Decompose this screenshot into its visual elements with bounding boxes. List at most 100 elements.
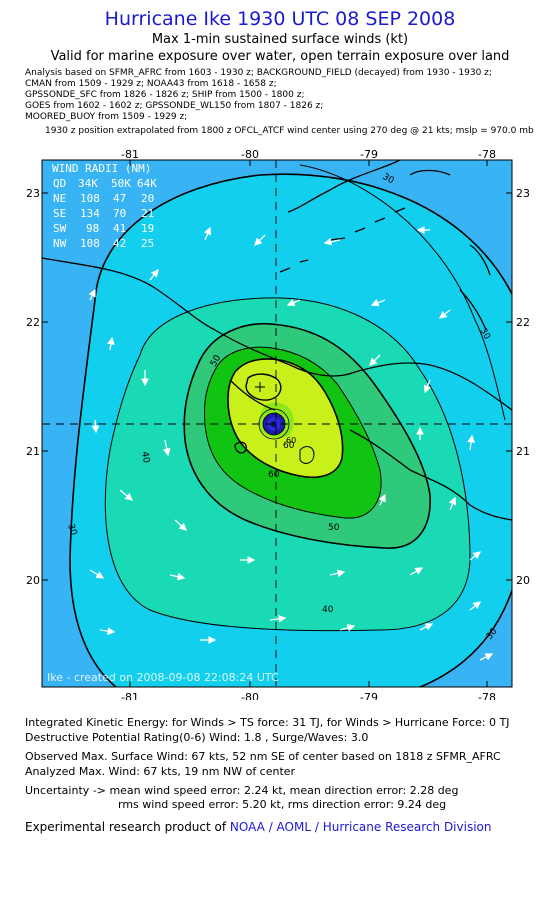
- contour-30-left: [69, 299, 118, 687]
- lat-tick-right-4: 20: [516, 574, 530, 587]
- wind-vector: [174, 519, 187, 531]
- lon-tick-bottom-1: -81: [121, 691, 139, 700]
- wind-radii-50k: 70: [113, 207, 126, 220]
- wind-vector: [91, 419, 100, 434]
- plot-title: Hurricane Ike 1930 UTC 08 SEP 2008: [104, 8, 456, 30]
- wind-radii-64k: 21: [141, 207, 154, 220]
- wind-radii-quadrant: NW: [53, 237, 67, 250]
- lat-tick-left-3: 21: [26, 445, 40, 458]
- wind-radii-table: WIND RADII (NM) QD 34K 50K 64K NE 108 47…: [52, 162, 157, 250]
- observed-max-line: Observed Max. Surface Wind: 67 kts, 52 n…: [25, 750, 501, 763]
- wind-radii-quadrant: SE: [53, 207, 66, 220]
- wind-vector: [329, 569, 346, 578]
- wind-vector: [370, 299, 386, 307]
- wind-vector: [149, 268, 159, 281]
- wind-vector: [378, 493, 386, 506]
- exposure-note: Valid for marine exposure over water, op…: [50, 49, 510, 64]
- grid-dashes: [42, 160, 512, 687]
- wind-vector: [469, 601, 482, 611]
- lon-tick-top-1: -81: [121, 148, 139, 161]
- wind-vector: [423, 379, 432, 394]
- analyzed-max-line: Analyzed Max. Wind: 67 kts, 19 nm NW of …: [25, 765, 296, 778]
- wind-radii-50k: 42: [113, 237, 126, 250]
- contour-label: 60: [283, 441, 295, 451]
- dpr-line: Destructive Potential Rating(0-6) Wind: …: [25, 731, 369, 744]
- created-stamp: Ike - created on 2008-09-08 22:08:24 UTC: [47, 671, 279, 684]
- lon-labels-bottom: -81 -80 -79 -78: [121, 691, 496, 700]
- credit-prefix: Experimental research product of: [25, 820, 230, 834]
- coast-isla-juventud: [234, 441, 247, 454]
- contour-label: 60: [268, 470, 280, 480]
- analysis-line-4: GOES from 1602 - 1602 z; GPSSONDE_WL150 …: [25, 101, 324, 111]
- contour-label: 50: [328, 523, 340, 533]
- wind-vector: [448, 496, 457, 511]
- max-wind-marker: [255, 382, 265, 392]
- lat-labels: 23 22 21 20 23 22 21 20: [26, 187, 530, 587]
- uncertainty-line-2: rms wind speed error: 5.20 kt, rms direc…: [118, 798, 447, 811]
- wind-vector: [89, 569, 105, 579]
- wind-radii-50k: 47: [113, 192, 126, 205]
- wind-vector: [107, 336, 115, 351]
- contour-label: 60: [286, 436, 296, 445]
- coast-florida-keys: [287, 160, 451, 213]
- wind-vector: [467, 434, 475, 451]
- contour-66-max: [245, 373, 282, 401]
- position-note: 1930 z position extrapolated from 1800 z…: [45, 126, 534, 136]
- credit-line: Experimental research product of NOAA / …: [25, 820, 491, 834]
- lon-tick-top-3: -79: [360, 148, 378, 161]
- wind-radii-64k: 20: [141, 192, 154, 205]
- wind-vector: [479, 653, 494, 661]
- wind-vector: [323, 237, 341, 246]
- wind-vector: [119, 489, 133, 501]
- coast-keys-chain: [279, 207, 406, 273]
- lat-tick-left-2: 22: [26, 316, 40, 329]
- wind-vector: [254, 234, 266, 246]
- lat-tick-right-1: 23: [516, 187, 530, 200]
- wind-radii-50k: 41: [113, 222, 126, 235]
- contour-label: 40: [139, 451, 151, 464]
- wind-radii-34k: 98: [86, 222, 99, 235]
- wind-vector: [286, 298, 301, 307]
- wind-field-map: -81 -80 -79 -78: [26, 148, 530, 700]
- uncertainty-line-1: Uncertainty -> mean wind speed error: 2.…: [25, 784, 459, 797]
- ike-line: Integrated Kinetic Energy: for Winds > T…: [25, 716, 510, 729]
- wind-radii-quadrant: NE: [53, 192, 66, 205]
- plot-subtitle: Max 1-min sustained surface winds (kt): [151, 32, 409, 47]
- contour-50: [183, 322, 431, 549]
- wind-vector: [419, 623, 434, 631]
- wind-radii-quadrant: SW: [53, 222, 67, 235]
- wind-vectors: [88, 226, 494, 661]
- contour-30: [94, 173, 512, 301]
- analysis-line-3: GPSSONDE_SFC from 1826 - 1826 z; SHIP fr…: [25, 90, 305, 100]
- wind-radii-64k: 19: [141, 222, 154, 235]
- wind-vector: [169, 572, 186, 581]
- wind-radii-34k: 108: [80, 237, 100, 250]
- wind-radii-title: WIND RADII (NM): [52, 162, 151, 175]
- contour-30-bottom: [417, 587, 512, 687]
- wind-vector: [88, 288, 96, 301]
- lon-tick-bottom-2: -80: [241, 691, 259, 700]
- lon-tick-top-4: -78: [478, 148, 496, 161]
- analysis-line-2: CMAN from 1509 - 1929 z; NOAA43 from 161…: [25, 79, 277, 89]
- wind-radii-34k: 108: [80, 192, 100, 205]
- contour-label: 30: [65, 523, 78, 537]
- coast-cuba-south: [229, 379, 512, 521]
- wind-radii-34k: 134: [80, 207, 100, 220]
- contour-64: [227, 358, 344, 479]
- lat-tick-right-3: 21: [516, 445, 530, 458]
- wind-vector: [469, 551, 482, 561]
- analysis-line-5: MOORED_BUOY from 1509 - 1929 z;: [25, 112, 188, 122]
- lon-tick-top-2: -80: [241, 148, 259, 161]
- lat-tick-left-4: 20: [26, 574, 40, 587]
- contour-66-se: [299, 446, 315, 464]
- wind-radii-header-qd: QD: [53, 177, 66, 190]
- coast-bahamas: [459, 244, 491, 331]
- contour-field: 30 30 30 30 40 40 50 50 60 60 60 WIND RA…: [42, 160, 512, 687]
- axis-ticks: [42, 160, 512, 687]
- contour-label-group: 30 30 30 30 40 40 50 50 60 60 60: [65, 172, 500, 642]
- wind-vector: [409, 567, 424, 576]
- lat-tick-right-2: 22: [516, 316, 530, 329]
- wind-vector: [339, 624, 356, 632]
- hrd-link[interactable]: NOAA / AOML / Hurricane Research Divisio…: [229, 820, 492, 834]
- contour-label: 40: [322, 605, 334, 615]
